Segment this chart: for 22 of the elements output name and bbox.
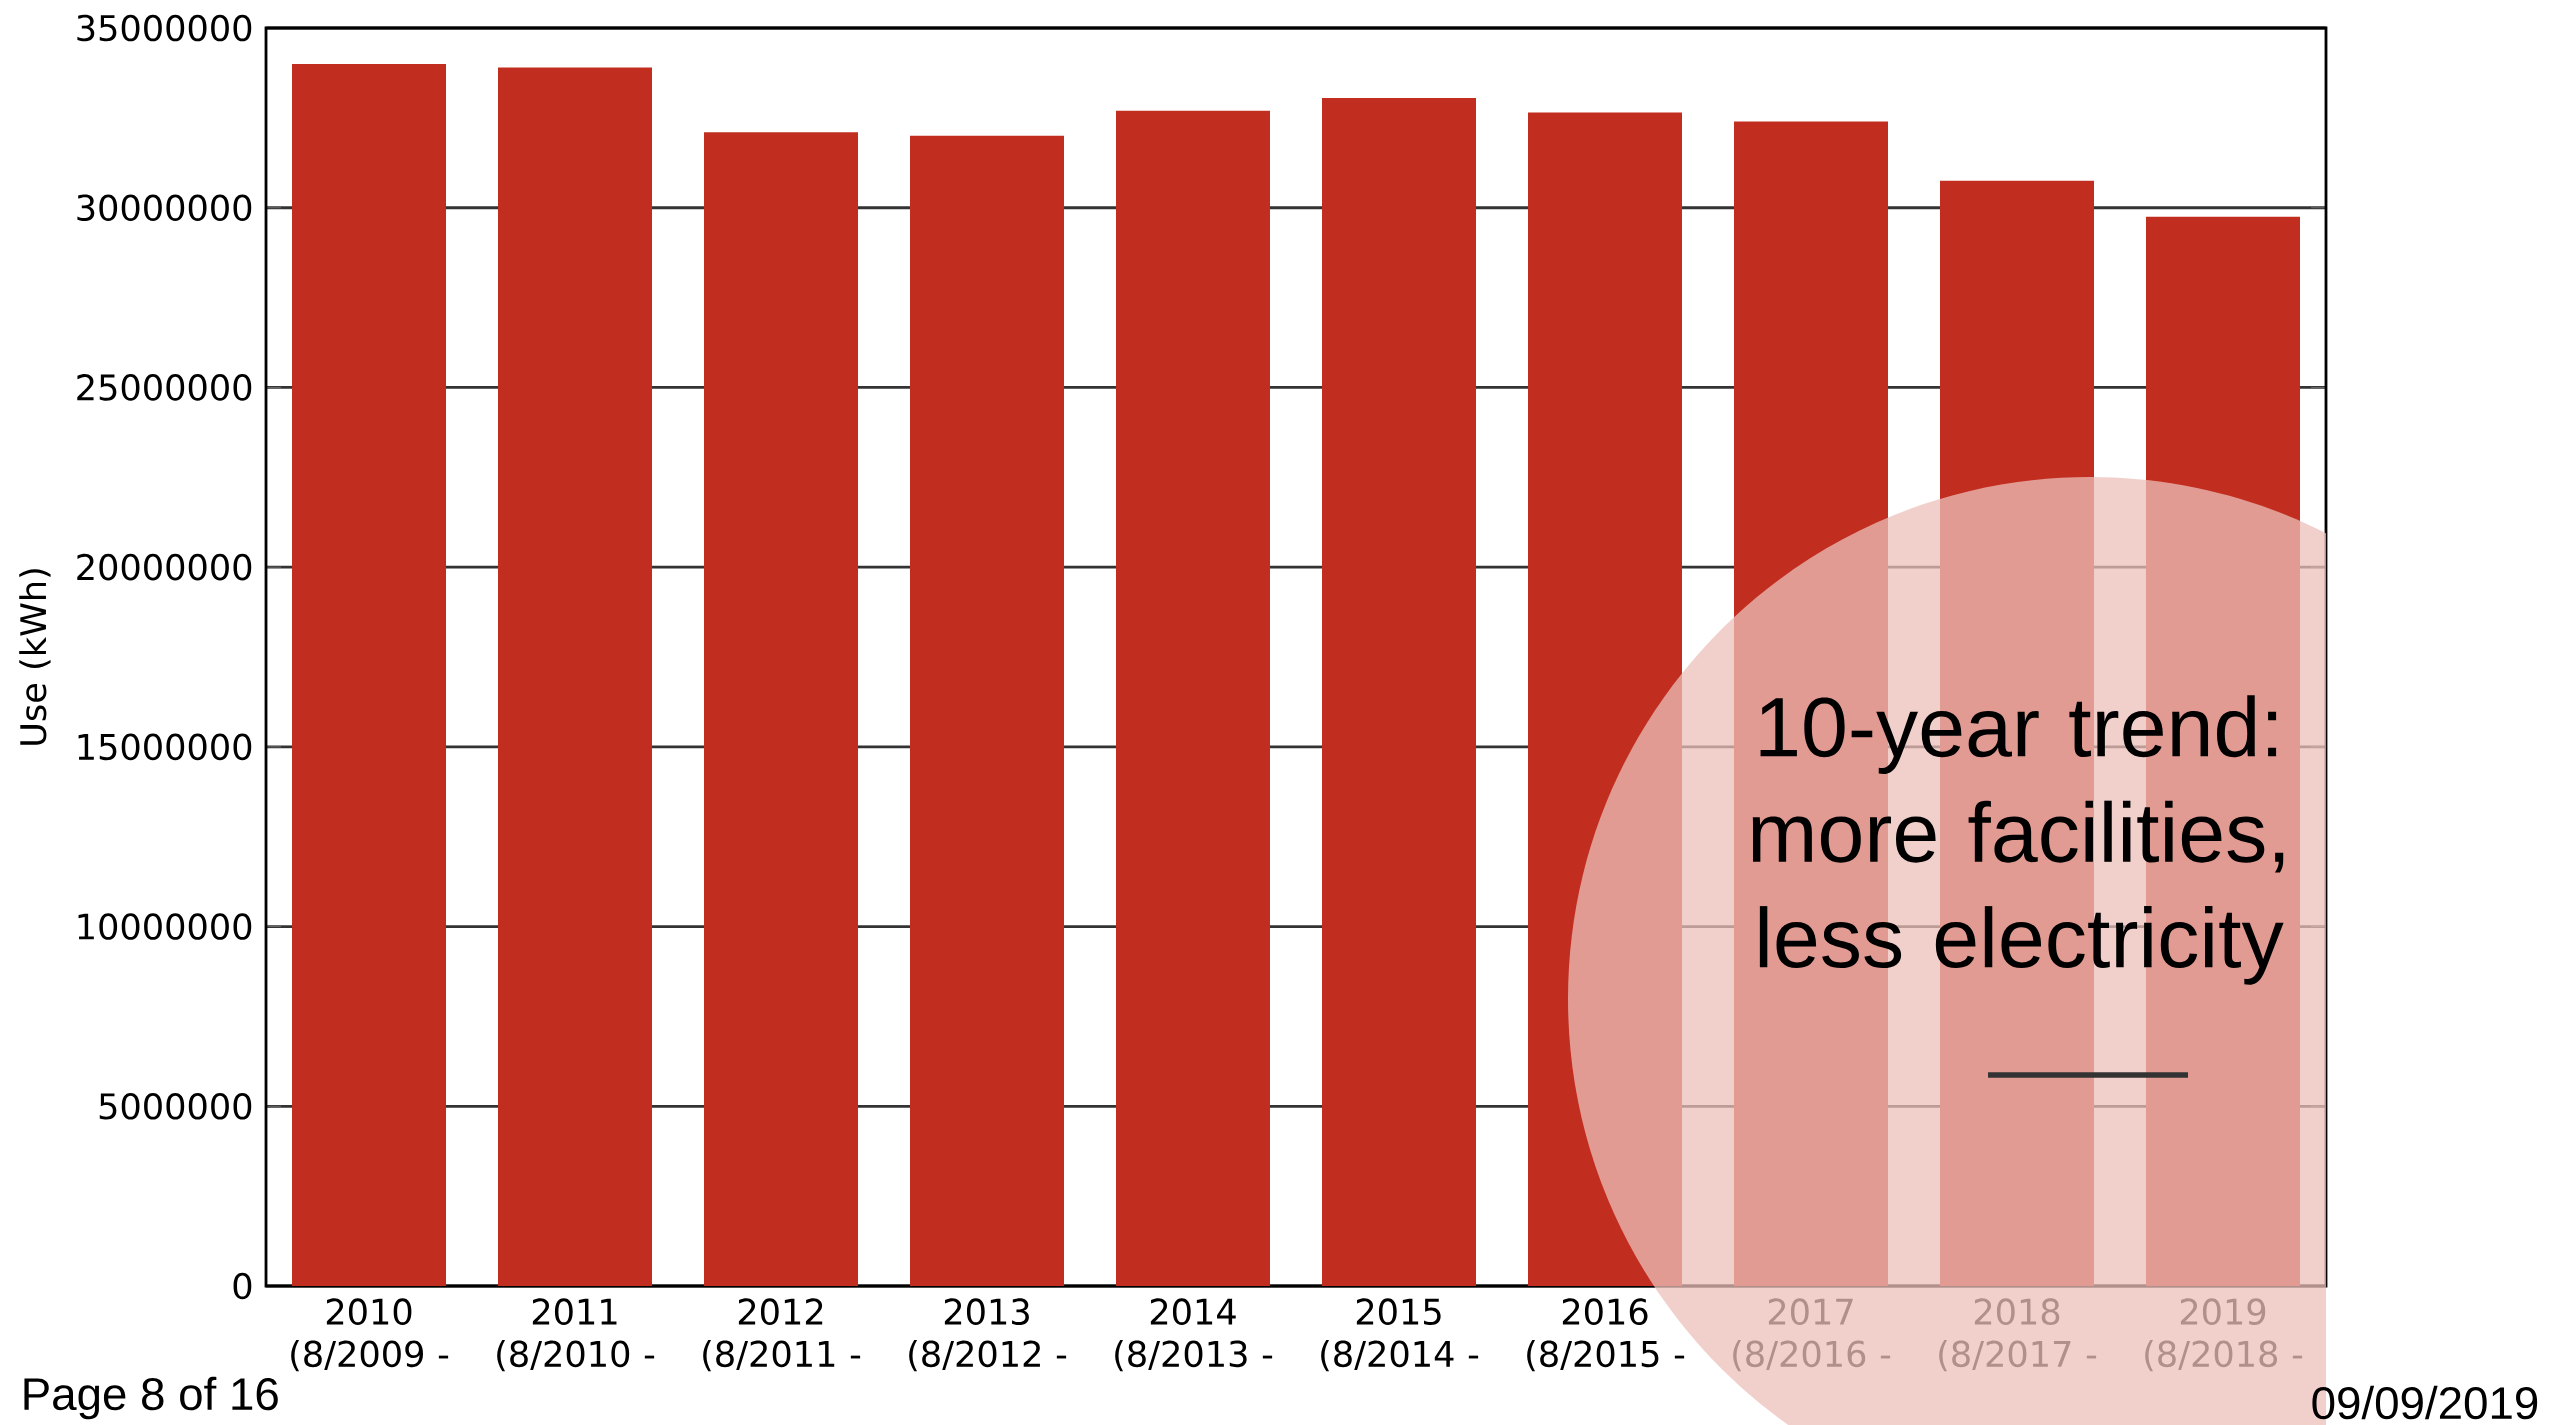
x-tick-label: 2014 (8/2013 - xyxy=(1115,1298,1273,1372)
y-tick-label: 0 xyxy=(233,1272,252,1300)
y-tick-label: 5000000 xyxy=(99,1092,252,1120)
x-tick-label: 2010 (8/2009 - xyxy=(291,1298,449,1372)
y-tick-label: 15000000 xyxy=(78,733,252,761)
y-tick-label: 35000000 xyxy=(77,14,252,42)
x-tick-label: 2017 (8/2016 - xyxy=(1733,1298,1891,1372)
x-tick-label: 2016 (8/2015 - xyxy=(1527,1298,1685,1372)
x-tick-label: 2015 (8/2014 - xyxy=(1321,1298,1479,1372)
y-tick-label: 30000000 xyxy=(77,194,252,222)
x-tick-label: 2013 (8/2012 - xyxy=(909,1298,1067,1372)
annotation: 10-year trend: more facilities, less electricity xyxy=(1752,695,2284,985)
y-tick-label: 10000000 xyxy=(78,913,252,940)
x-tick-label: 2018 (8/2017 - xyxy=(1939,1298,2097,1372)
x-tick-label: 2011 (8/2010 - xyxy=(497,1298,655,1372)
y-axis-title: Use (kWh) xyxy=(19,569,51,745)
x-tick-label: 2019 (8/2018 - xyxy=(2145,1298,2303,1372)
y-tick-label: 25000000 xyxy=(77,374,252,401)
x-tick-label: 2012 (8/2011 - xyxy=(703,1298,861,1372)
text: Page 8 of 16 xyxy=(24,1376,278,1420)
y-tick-label: 20000000 xyxy=(77,553,252,581)
text: 09/09/2019 xyxy=(2312,1385,2538,1420)
